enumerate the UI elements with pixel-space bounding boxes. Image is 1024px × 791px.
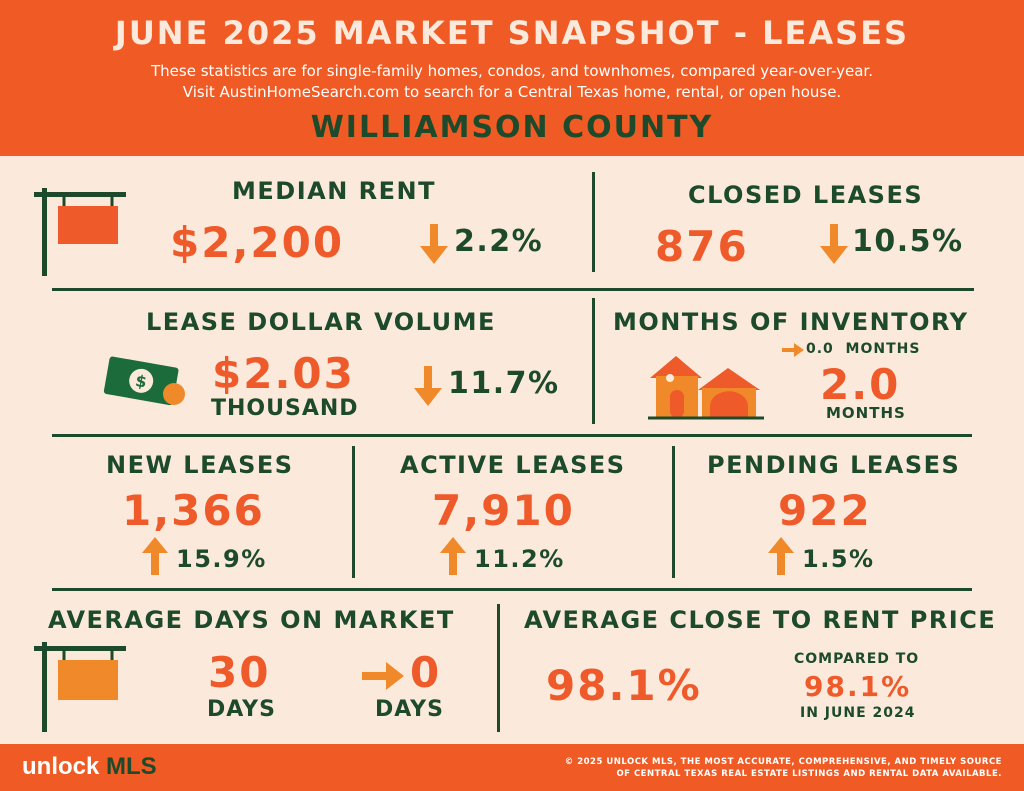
lease-dollar-volume-label: LEASE DOLLAR VOLUME: [146, 308, 496, 336]
divider: [497, 604, 500, 732]
subtitle-line-2: Visit AustinHomeSearch.com to search for…: [182, 83, 842, 101]
compared-to-label: COMPARED TO: [794, 651, 920, 667]
new-leases-value: 1,366: [122, 486, 265, 535]
footer-banner: unlock MLS © 2025 UNLOCK MLS, THE MOST A…: [0, 744, 1024, 791]
avg-close-to-rent-value: 98.1%: [546, 661, 702, 710]
pending-leases-value: 922: [778, 486, 872, 535]
avg-close-to-rent-label: AVERAGE CLOSE TO RENT PRICE: [524, 606, 997, 634]
active-leases-label: ACTIVE LEASES: [400, 451, 626, 479]
divider: [672, 446, 675, 578]
down-arrow-icon: [420, 224, 448, 264]
median-rent-change: 2.2%: [454, 224, 544, 259]
lease-dollar-volume-change: 11.7%: [448, 366, 560, 401]
compared-value: 98.1%: [804, 670, 912, 703]
median-rent-label: MEDIAN RENT: [232, 177, 436, 205]
closed-leases-label: CLOSED LEASES: [688, 181, 924, 209]
avg-days-on-market-change: 0: [410, 648, 442, 697]
county-title: WILLIAMSON COUNTY: [310, 110, 714, 145]
pending-leases-label: PENDING LEASES: [707, 451, 961, 479]
months-of-inventory-value: 2.0: [820, 360, 901, 409]
down-arrow-icon: [414, 366, 442, 406]
divider: [52, 588, 972, 591]
divider: [52, 434, 972, 437]
closed-leases-change: 10.5%: [852, 224, 964, 259]
months-of-inventory-change: 0.0 MONTHS: [806, 341, 921, 357]
money-bill-icon: $: [103, 356, 185, 406]
divider: [592, 298, 595, 424]
up-arrow-icon: [768, 537, 794, 575]
lease-dollar-volume-value: $2.03: [212, 349, 355, 398]
right-arrow-icon: [782, 343, 804, 357]
divider: [52, 288, 974, 291]
logo-mls-text: MLS: [106, 753, 157, 780]
house-icon: [648, 356, 764, 420]
pending-leases-change: 1.5%: [802, 545, 875, 573]
new-leases-change: 15.9%: [176, 545, 267, 573]
avg-days-on-market-label: AVERAGE DAYS ON MARKET: [48, 606, 455, 634]
active-leases-value: 7,910: [432, 486, 575, 535]
avg-days-on-market-change-unit: DAYS: [375, 697, 444, 722]
unlock-mls-logo: unlock MLS: [22, 753, 157, 781]
closed-leases-value: 876: [655, 222, 749, 271]
logo-unlock-text: unlock: [22, 753, 107, 780]
hanging-sign-icon: [34, 188, 126, 276]
active-leases-change: 11.2%: [474, 545, 565, 573]
footer-note-line-1: © 2025 UNLOCK MLS, THE MOST ACCURATE, CO…: [564, 757, 1002, 767]
hanging-sign-icon: [34, 642, 126, 732]
svg-text:$: $: [134, 371, 148, 392]
up-arrow-icon: [142, 537, 168, 575]
right-arrow-icon: [362, 662, 404, 690]
up-arrow-icon: [440, 537, 466, 575]
compared-period: IN JUNE 2024: [800, 705, 916, 721]
page-title: JUNE 2025 MARKET SNAPSHOT - LEASES: [114, 14, 910, 52]
months-of-inventory-unit: MONTHS: [826, 404, 906, 422]
header-banner: JUNE 2025 MARKET SNAPSHOT - LEASES These…: [0, 0, 1024, 156]
footer-note-line-2: OF CENTRAL TEXAS REAL ESTATE LISTINGS AN…: [616, 769, 1002, 779]
divider: [592, 172, 595, 272]
subtitle-line-1: These statistics are for single-family h…: [151, 62, 873, 80]
down-arrow-icon: [820, 224, 848, 264]
avg-days-on-market-value: 30: [208, 648, 271, 697]
lease-dollar-volume-unit: THOUSAND: [211, 396, 359, 421]
divider: [352, 446, 355, 578]
avg-days-on-market-unit: DAYS: [207, 697, 276, 722]
footer-note: © 2025 UNLOCK MLS, THE MOST ACCURATE, CO…: [562, 756, 1002, 780]
new-leases-label: NEW LEASES: [106, 451, 294, 479]
median-rent-value: $2,200: [170, 218, 345, 267]
months-of-inventory-label: MONTHS OF INVENTORY: [613, 308, 969, 336]
